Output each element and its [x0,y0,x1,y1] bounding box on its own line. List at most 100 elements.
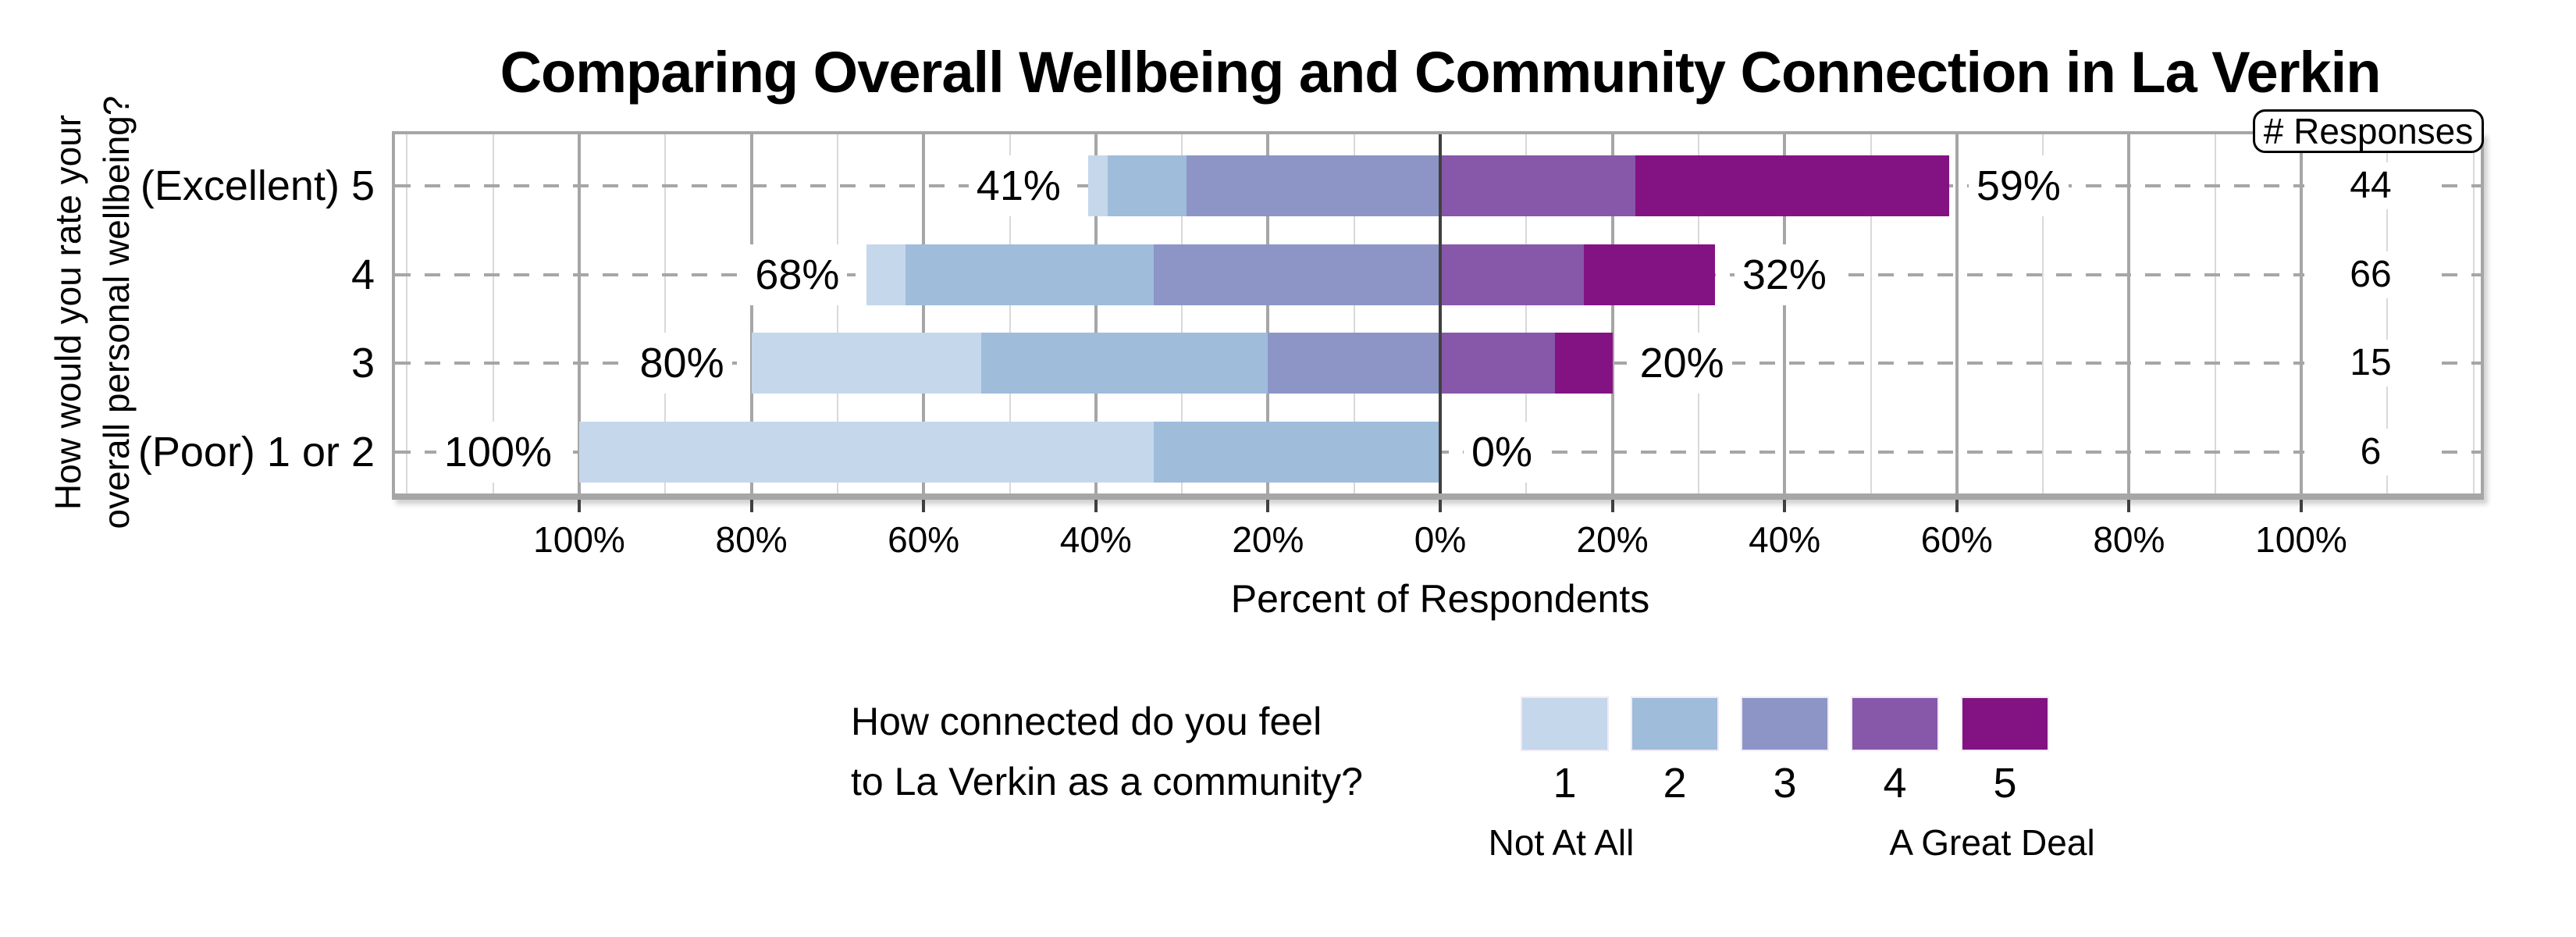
legend-swatch-2[interactable] [1631,697,1719,751]
x-tick-label: 0% [1414,519,1467,560]
response-count: 15 [2304,340,2437,387]
gridline-major [2300,134,2303,493]
bar-right-label: 20% [1631,333,1732,394]
bar-segment-2[interactable] [981,333,1268,394]
bar-left-label: 68% [747,244,848,305]
legend-value-2: 2 [1663,760,1687,807]
bar-segment-1[interactable] [579,422,1154,483]
x-tick-mark [1783,500,1787,512]
gridline-minor [1181,134,1183,493]
gridline-minor [1870,134,1872,493]
response-count: 6 [2304,429,2437,476]
response-count: 44 [2304,162,2437,209]
bar-segment-5[interactable] [1554,333,1613,394]
x-tick-mark [1094,500,1098,512]
gridline-minor [2386,134,2389,493]
chart-title: Comparing Overall Wellbeing and Communit… [500,40,2382,105]
legend-question-line2: to La Verkin as a community? [851,760,1363,803]
x-tick-label: 60% [888,519,960,560]
x-axis-title: Percent of Respondents [1230,577,1650,621]
x-tick-mark [2127,500,2131,512]
gridline-major [922,134,926,493]
bar-segment-1[interactable] [866,244,906,305]
legend-question: How connected do you feel to La Verkin a… [851,692,1363,812]
bar-right-label: 0% [1464,422,1541,483]
x-tick-mark [1610,500,1614,512]
legend-swatches [1521,697,2049,751]
x-tick-mark [922,500,926,512]
gridline-major [578,134,581,493]
bar-left-label: 41% [968,155,1069,216]
bar-left-label: 100% [436,422,560,483]
gridline-major [749,134,753,493]
gridline-minor [1009,134,1011,493]
x-tick-label: 40% [1749,519,1821,560]
bar-segment-4[interactable] [1440,333,1555,394]
gridline-major [1955,134,1959,493]
gridline-minor [664,134,667,493]
bar-segment-2[interactable] [1108,155,1187,216]
y-tick-label: (Poor) 1 or 2 [137,429,375,476]
legend-values: 1 2 3 4 5 [1521,759,2049,807]
y-axis-title-line1: How would you rate your [48,114,88,511]
x-tick-label: 60% [1920,519,1993,560]
bar-segment-1[interactable] [751,333,982,394]
bar-segment-1[interactable] [1087,155,1108,216]
x-tick-mark [749,500,753,512]
legend-question-line1: How connected do you feel [851,700,1322,743]
zero-line [1439,134,1442,493]
bar-left-label: 80% [632,333,732,394]
y-tick-label: 4 [350,251,375,298]
x-tick-label: 100% [2255,519,2347,560]
y-axis-title: How would you rate your overall personal… [44,96,141,529]
bar-segment-3[interactable] [1186,155,1440,216]
plot-area: 41% 59% 68% 32% 80% 20% 100% 0% [392,131,2484,500]
x-tick-mark [1266,500,1270,512]
legend-value-3: 3 [1773,760,1797,807]
responses-header-box: # Responses [2253,109,2484,153]
x-tick-label: 20% [1232,519,1304,560]
gridline-minor [1525,134,1528,493]
x-tick-mark [1439,500,1442,512]
legend-min-label: Not At All [1488,822,1635,863]
gridline-minor [1697,134,1699,493]
bar-segment-5[interactable] [1584,244,1715,305]
gridline-minor [2042,134,2044,493]
x-tick-label: 20% [1576,519,1649,560]
bar-right-label: 59% [1968,155,2069,216]
legend-value-5: 5 [1993,760,2017,807]
legend-swatch-4[interactable] [1851,697,1939,751]
gridline-major [1266,134,1270,493]
bar-segment-2[interactable] [906,244,1154,305]
legend-swatch-3[interactable] [1741,697,1829,751]
legend-swatch-1[interactable] [1521,697,1609,751]
bar-segment-2[interactable] [1153,422,1440,483]
y-tick-label: (Excellent) 5 [140,162,375,209]
gridline-major [1094,134,1098,493]
bar-right-label: 32% [1734,244,1834,305]
bar-segment-3[interactable] [1153,244,1440,305]
response-count: 66 [2304,251,2437,298]
gridline-major [2127,134,2131,493]
legend-swatch-5[interactable] [1961,697,2049,751]
gridline-minor [492,134,494,493]
gridline-minor [406,134,408,493]
gridline-minor [2214,134,2216,493]
bar-segment-5[interactable] [1635,155,1949,216]
x-tick-label: 40% [1059,519,1132,560]
bar-segment-4[interactable] [1440,244,1585,305]
bar-segment-4[interactable] [1440,155,1636,216]
x-tick-label: 80% [715,519,788,560]
gridline-minor [2472,134,2475,493]
y-axis-title-line2: overall personal wellbeing? [96,95,137,529]
x-tick-mark [1955,500,1959,512]
legend-value-1: 1 [1553,760,1577,807]
gridline-minor [1353,134,1355,493]
x-tick-mark [578,500,581,512]
bar-segment-3[interactable] [1268,333,1440,394]
x-tick-label: 80% [2093,519,2165,560]
legend-value-4: 4 [1883,760,1907,807]
gridline-major [1783,134,1787,493]
legend-max-label: A Great Deal [1889,822,2095,863]
